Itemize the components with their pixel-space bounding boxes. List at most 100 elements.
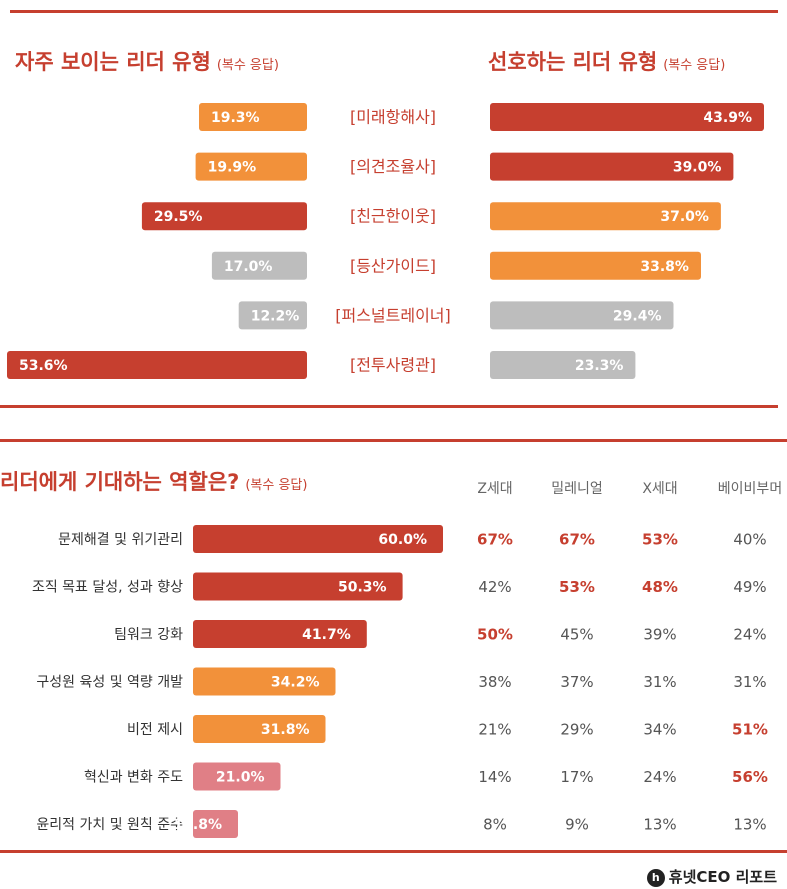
panel2-note: (복수 응답) <box>663 58 726 73</box>
generation-cell: 24% <box>643 768 676 786</box>
left-bar-label: 19.9% <box>208 160 257 176</box>
generation-cell: 14% <box>478 768 511 786</box>
left-bar-label: 12.2% <box>251 308 300 324</box>
generation-cell: 67% <box>559 531 595 549</box>
leader-type-label: [전투사령관] <box>350 356 436 375</box>
role-bar-label: 21.0% <box>216 770 265 786</box>
role-bar <box>193 715 326 743</box>
generation-cell: 50% <box>477 626 513 644</box>
left-bar <box>141 202 307 231</box>
generation-cell: 17% <box>560 768 593 786</box>
generation-cell: 48% <box>642 578 678 596</box>
right-bar-label: 23.3% <box>575 358 624 374</box>
left-bar <box>195 152 307 181</box>
generation-cell: 53% <box>559 578 595 596</box>
generation-cell: 9% <box>565 816 589 834</box>
generation-cell: 34% <box>643 721 676 739</box>
bottom-rule <box>0 850 787 853</box>
generation-cell: 49% <box>733 578 766 596</box>
right-bar <box>490 152 734 181</box>
role-bar <box>193 667 336 696</box>
leader-type-label: [미래항해사] <box>350 108 436 127</box>
generation-cell: 8% <box>483 816 507 834</box>
left-bar <box>199 103 307 131</box>
panel2-title: 선호하는 리더 유형 (복수 응답) <box>488 46 725 76</box>
right-bar-label: 43.9% <box>703 110 752 126</box>
role-label: 팀워크 강화 <box>114 627 183 643</box>
leader-type-label: [퍼스널트레이너] <box>335 306 451 325</box>
generation-cell: 40% <box>733 531 766 549</box>
generation-cell: 24% <box>733 626 766 644</box>
generation-cell: 29% <box>560 721 593 739</box>
role-label: 구성원 육성 및 역량 개발 <box>36 675 183 691</box>
right-bar-label: 29.4% <box>613 308 662 324</box>
brand-logo-icon: h <box>646 869 665 887</box>
leader-type-label: [친근한이웃] <box>350 207 436 226</box>
section2-title-text: 리더에게 기대하는 역할은? <box>0 470 240 494</box>
role-label: 비전 제시 <box>127 722 183 738</box>
generation-cell: 51% <box>732 721 768 739</box>
leader-type-label: [의견조율사] <box>350 157 436 176</box>
role-label: 윤리적 가치 및 원칙 준수 <box>36 817 183 833</box>
generation-cell: 53% <box>642 531 678 549</box>
right-bar-label: 39.0% <box>673 160 722 176</box>
section2-note: (복수 응답) <box>245 478 308 493</box>
generation-cell: 56% <box>732 768 768 786</box>
right-bar <box>490 301 674 330</box>
role-label: 조직 목표 달성, 성과 향상 <box>32 580 183 596</box>
role-bar-label: 34.2% <box>271 675 320 691</box>
right-bar <box>490 202 721 231</box>
footer-brand: h 휴넷CEO 리포트 <box>646 866 777 887</box>
role-label: 문제해결 및 위기관리 <box>58 532 183 548</box>
role-bar <box>193 762 281 791</box>
generation-header: 베이비부머 <box>718 481 782 497</box>
generation-cell: 38% <box>478 673 511 691</box>
generation-cell: 21% <box>478 721 511 739</box>
role-bar-label: 60.0% <box>378 532 427 548</box>
generation-cell: 13% <box>733 816 766 834</box>
generation-cell: 67% <box>477 531 513 549</box>
role-label: 혁신과 변화 주도 <box>84 770 183 786</box>
generation-header: 밀레니얼 <box>551 481 603 497</box>
footer-brand-text: 휴넷CEO 리포트 <box>668 868 777 886</box>
role-bar <box>193 810 238 838</box>
left-bar-label: 19.3% <box>211 110 260 126</box>
mid-rule-lower <box>0 439 787 442</box>
generation-header: X세대 <box>642 481 677 497</box>
left-bar-label: 17.0% <box>224 259 273 275</box>
left-bar-label: 53.6% <box>19 358 68 374</box>
left-bar <box>7 351 307 379</box>
panel1-title: 자주 보이는 리더 유형 (복수 응답) <box>15 46 279 76</box>
generation-cell: 39% <box>643 626 676 644</box>
left-bar-label: 29.5% <box>154 209 203 225</box>
generation-cell: 42% <box>478 578 511 596</box>
role-bar-label: 10.8% <box>173 817 222 833</box>
left-bar <box>211 251 307 280</box>
generation-header: Z세대 <box>477 481 512 497</box>
role-bar <box>193 572 403 601</box>
section2-title: 리더에게 기대하는 역할은? (복수 응답) <box>0 466 307 496</box>
left-bar <box>238 301 307 330</box>
top-rule <box>10 10 778 13</box>
mid-rule-upper <box>0 405 778 408</box>
right-bar <box>490 351 636 379</box>
right-bar-label: 33.8% <box>640 259 689 275</box>
right-bar-label: 37.0% <box>660 209 709 225</box>
role-bar <box>193 525 443 553</box>
leader-type-label: [등산가이드] <box>350 256 436 275</box>
right-bar <box>490 103 764 131</box>
role-bar <box>193 620 367 648</box>
panel1-note: (복수 응답) <box>216 58 279 73</box>
generation-cell: 45% <box>560 626 593 644</box>
panel2-title-text: 선호하는 리더 유형 <box>488 50 658 74</box>
generation-cell: 31% <box>733 673 766 691</box>
generation-cell: 31% <box>643 673 676 691</box>
role-bar-label: 31.8% <box>261 722 310 738</box>
role-bar-label: 50.3% <box>338 580 387 596</box>
right-bar <box>490 251 701 280</box>
generation-cell: 37% <box>560 673 593 691</box>
panel1-title-text: 자주 보이는 리더 유형 <box>15 50 211 74</box>
role-bar-label: 41.7% <box>302 627 351 643</box>
generation-cell: 13% <box>643 816 676 834</box>
